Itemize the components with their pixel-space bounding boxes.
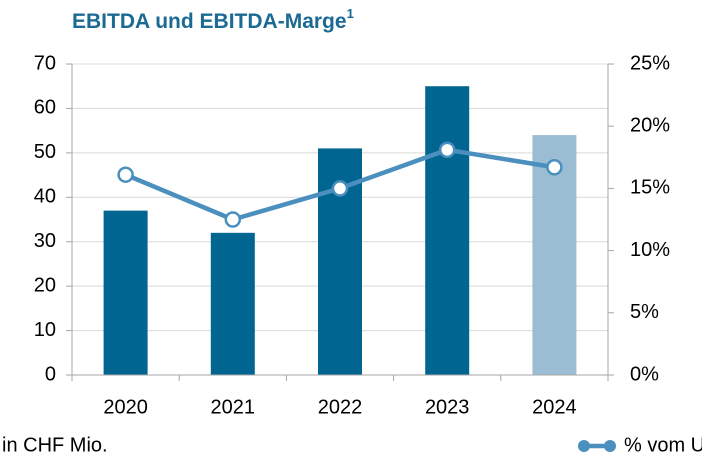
title-superscript: 1 xyxy=(347,6,354,21)
y-tick-label: 70 xyxy=(34,52,56,74)
y-tick-label: 0 xyxy=(45,363,56,385)
bar xyxy=(425,86,470,375)
legend-marker xyxy=(578,440,590,452)
y-tick-label: 30 xyxy=(34,230,56,252)
line-marker xyxy=(546,159,563,176)
bar xyxy=(210,232,255,375)
legend-label: % vom Umsatz xyxy=(624,434,702,456)
line-marker xyxy=(224,211,242,228)
y-tick-label: 20 xyxy=(34,274,56,296)
line-marker xyxy=(331,180,349,197)
x-tick-label: 2024 xyxy=(532,396,577,418)
y-tick-label: 10 xyxy=(34,319,56,341)
y2-tick-label: 0% xyxy=(630,363,659,385)
y2-tick-label: 25% xyxy=(630,52,670,74)
legend-marker xyxy=(604,440,616,452)
title-text: EBITDA und EBITDA-Marge xyxy=(72,10,347,33)
y2-tick-label: 10% xyxy=(630,239,670,261)
x-tick-label: 2022 xyxy=(318,396,363,418)
x-tick-label: 2020 xyxy=(103,396,148,418)
bar xyxy=(103,210,148,375)
y-tick-label: 50 xyxy=(34,141,56,163)
line-marker xyxy=(438,141,456,159)
y-tick-label: 40 xyxy=(34,186,56,208)
line-marker xyxy=(117,166,134,183)
y-tick-label: 60 xyxy=(34,97,56,119)
x-tick-label: 2021 xyxy=(211,396,256,418)
y2-tick-label: 20% xyxy=(630,114,670,136)
y-axis-label: in CHF Mio. xyxy=(2,434,108,456)
y2-tick-label: 5% xyxy=(630,301,659,323)
y2-tick-label: 15% xyxy=(630,177,670,199)
chart-title: EBITDA und EBITDA-Marge1 xyxy=(72,6,354,32)
x-tick-label: 2023 xyxy=(425,396,470,418)
